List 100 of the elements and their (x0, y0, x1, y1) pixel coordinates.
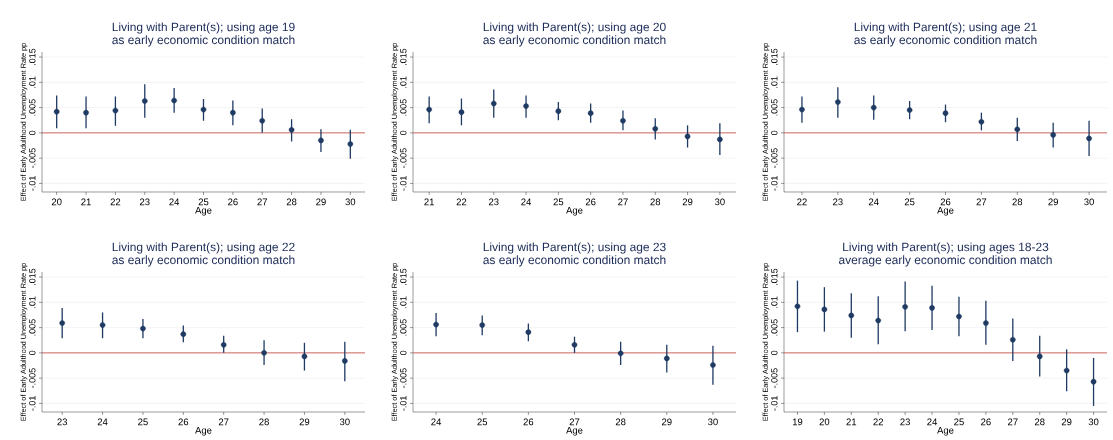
x-tick-label: 24 (521, 198, 532, 206)
x-tick-label: 30 (345, 198, 356, 206)
y-tick-label: .01 (400, 296, 407, 308)
x-tick-label: 23 (900, 418, 910, 426)
y-tick-label: .01 (29, 76, 36, 88)
x-tick-label: 26 (585, 198, 596, 206)
y-tick-label: .015 (771, 48, 778, 65)
y-tick-label: 0 (771, 130, 778, 136)
point (571, 341, 578, 348)
point (835, 99, 841, 105)
y-tick-label: 0 (29, 350, 36, 356)
x-tick-label: 25 (954, 418, 964, 426)
x-tick-label: 29 (661, 418, 672, 426)
x-tick-label: 27 (618, 198, 628, 206)
point (230, 109, 236, 116)
y-tick-label: -.005 (771, 368, 778, 388)
y-tick-label: 0 (771, 350, 778, 356)
x-tick-label: 29 (316, 198, 326, 206)
x-tick-label: 28 (286, 198, 297, 206)
point (942, 110, 949, 116)
x-tick-label: 25 (553, 198, 564, 206)
point (620, 117, 626, 124)
x-tick-label: 24 (927, 418, 938, 426)
x-tick-label: 29 (1061, 418, 1072, 426)
x-tick-label: 19 (792, 418, 803, 426)
y-tick-label: .01 (771, 296, 778, 308)
point (180, 331, 187, 337)
x-tick-label: 30 (708, 418, 718, 426)
y-tick-label: -.005 (771, 148, 778, 168)
x-tick-label: 30 (1084, 198, 1094, 206)
x-axis-title: Age (566, 207, 583, 216)
chart-subtitle: as early economic condition match (854, 35, 1037, 47)
point (140, 325, 146, 332)
point (1050, 132, 1056, 138)
y-tick-label: .005 (771, 99, 778, 116)
point (794, 303, 801, 310)
x-axis-title: Age (195, 207, 212, 216)
x-tick-label: 23 (833, 198, 843, 206)
x-tick-label: 25 (138, 418, 148, 426)
point (710, 362, 716, 368)
point (821, 306, 828, 313)
x-axis-title: Age (937, 427, 954, 436)
point (1014, 126, 1021, 133)
point (83, 109, 89, 116)
x-tick-label: 22 (873, 418, 884, 426)
y-tick-label: -.01 (400, 176, 407, 191)
point (288, 127, 295, 133)
x-tick-label: 24 (431, 418, 442, 426)
point (523, 103, 529, 109)
y-tick-label: .005 (29, 99, 36, 116)
x-axis-title: Age (937, 207, 954, 216)
point (1063, 367, 1070, 374)
point (433, 321, 439, 328)
x-tick-label: 27 (257, 198, 268, 206)
x-tick-label: 30 (1088, 418, 1099, 426)
y-tick-label: .005 (771, 319, 778, 336)
point (870, 104, 877, 111)
x-tick-label: 27 (218, 418, 229, 426)
y-tick-label: .005 (400, 99, 407, 116)
y-tick-label: .015 (29, 48, 36, 65)
point (956, 313, 962, 320)
x-tick-label: 27 (1008, 418, 1018, 426)
point (848, 312, 855, 319)
point (902, 304, 908, 310)
point (53, 108, 60, 115)
x-tick-label: 22 (110, 198, 121, 206)
chart-subtitle: as early economic condition match (112, 35, 295, 47)
y-tick-label: 0 (400, 130, 407, 136)
y-tick-label: .005 (400, 319, 407, 336)
y-tick-label: -.005 (400, 148, 407, 168)
point (59, 320, 65, 326)
point (652, 126, 659, 132)
y-tick-label: -.01 (29, 396, 36, 411)
point (200, 106, 207, 113)
point (1090, 378, 1097, 385)
x-tick-label: 22 (456, 198, 467, 206)
x-tick-label: 30 (714, 198, 725, 206)
point (906, 107, 913, 113)
point (717, 136, 723, 143)
point (929, 305, 935, 311)
y-tick-label: .01 (29, 296, 36, 308)
x-tick-label: 24 (169, 198, 180, 206)
x-tick-label: 29 (1048, 198, 1058, 206)
x-tick-label: 26 (228, 198, 238, 206)
y-tick-label: 0 (400, 350, 407, 356)
x-tick-label: 27 (976, 198, 987, 206)
y-tick-label: -.01 (771, 396, 778, 411)
x-tick-label: 28 (259, 418, 269, 426)
point (525, 329, 532, 335)
point (99, 322, 106, 328)
y-tick-label: .015 (400, 268, 407, 285)
x-axis-title: Age (566, 427, 583, 436)
x-axis-title: Age (195, 427, 212, 436)
point (983, 320, 989, 326)
point (1036, 353, 1043, 360)
point (1086, 135, 1092, 142)
y-tick-label: -.005 (29, 368, 36, 388)
point (490, 100, 497, 107)
point (555, 108, 562, 114)
y-tick-label: -.005 (400, 368, 407, 388)
